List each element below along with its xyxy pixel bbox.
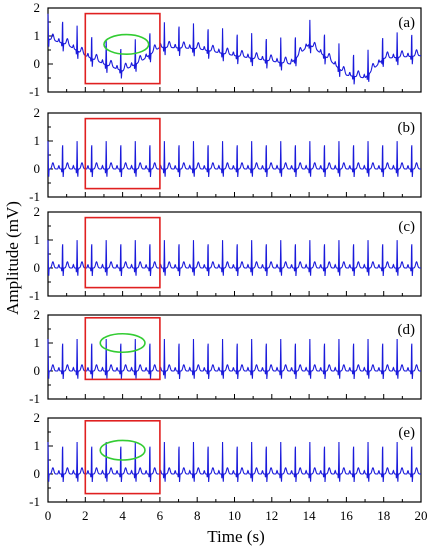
x-tick-label: 14 [303, 508, 317, 523]
y-tick-label: 0 [34, 466, 41, 481]
y-tick-label: 0 [34, 56, 41, 71]
highlight-box [84, 419, 161, 495]
x-tick-label: 20 [415, 508, 428, 523]
y-tick-label: 2 [34, 204, 41, 219]
panel-tag: (a) [398, 15, 415, 31]
x-axis-title: Time (s) [207, 527, 264, 546]
panel-1: -1 0 1 2 (b) [29, 105, 422, 204]
ecg-trace-line [47, 141, 422, 178]
x-tick-label: 18 [377, 508, 390, 523]
y-tick-label: 0 [34, 363, 41, 378]
y-tick-label: -1 [29, 189, 40, 204]
y-tick-label: 0 [34, 260, 41, 275]
y-tick-label: 0 [34, 161, 41, 176]
highlight-box [84, 117, 161, 190]
highlight-ellipse [99, 439, 146, 461]
y-tick-label: 1 [34, 133, 41, 148]
panel-4: -1 0 1 2 (e) [29, 410, 422, 509]
x-tick-label: 10 [228, 508, 241, 523]
panel-frame [47, 7, 422, 93]
panels-layer: -1012(a)-1012(b)-1012(c)-1012(d)-1012(e)… [29, 0, 427, 523]
x-tick-label: 0 [45, 508, 52, 523]
y-tick-label: -1 [29, 391, 40, 406]
ecg-trace-line [47, 240, 422, 277]
panel-frame [47, 417, 422, 503]
highlight-box [84, 316, 161, 381]
y-tick-label: 2 [34, 307, 41, 322]
panel-tag: (c) [398, 219, 415, 235]
y-tick-label: 2 [34, 410, 41, 425]
highlight-ellipse [103, 33, 150, 56]
panel-3: -1 0 1 2 (d) [29, 307, 422, 406]
y-tick-label: 2 [34, 0, 41, 15]
ecg-trace-line [47, 338, 422, 379]
panel-tag: (e) [398, 425, 415, 441]
panel-tag: (d) [398, 322, 416, 338]
y-tick-label: -1 [29, 494, 40, 509]
x-tick-label: 2 [82, 508, 89, 523]
y-tick-label: 1 [34, 438, 41, 453]
panel-2: -1 0 1 2 (c) [29, 204, 422, 303]
y-tick-label: 1 [34, 335, 41, 350]
x-tick-label: 12 [265, 508, 278, 523]
panel-tag: (b) [398, 120, 416, 136]
ecg-trace-line [47, 13, 422, 85]
y-tick-label: 1 [34, 28, 41, 43]
y-axis-title: Amplitude (mV) [3, 201, 22, 315]
x-tick-label: 8 [194, 508, 201, 523]
y-tick-label: 2 [34, 105, 41, 120]
x-tick-label: 4 [119, 508, 126, 523]
highlight-box [84, 216, 161, 289]
panel-frame [47, 314, 422, 400]
highlight-ellipse [99, 332, 146, 354]
panel-frame [47, 112, 422, 198]
x-tick-label: 6 [157, 508, 164, 523]
y-tick-label: -1 [29, 288, 40, 303]
y-tick-label: 1 [34, 232, 41, 247]
y-tick-label: -1 [29, 84, 40, 99]
x-tick-label: 16 [340, 508, 354, 523]
panel-frame [47, 211, 422, 297]
ecg-trace-line [47, 441, 422, 482]
highlight-box [84, 12, 161, 85]
panel-0: -1 0 1 2 (a) [29, 0, 422, 99]
